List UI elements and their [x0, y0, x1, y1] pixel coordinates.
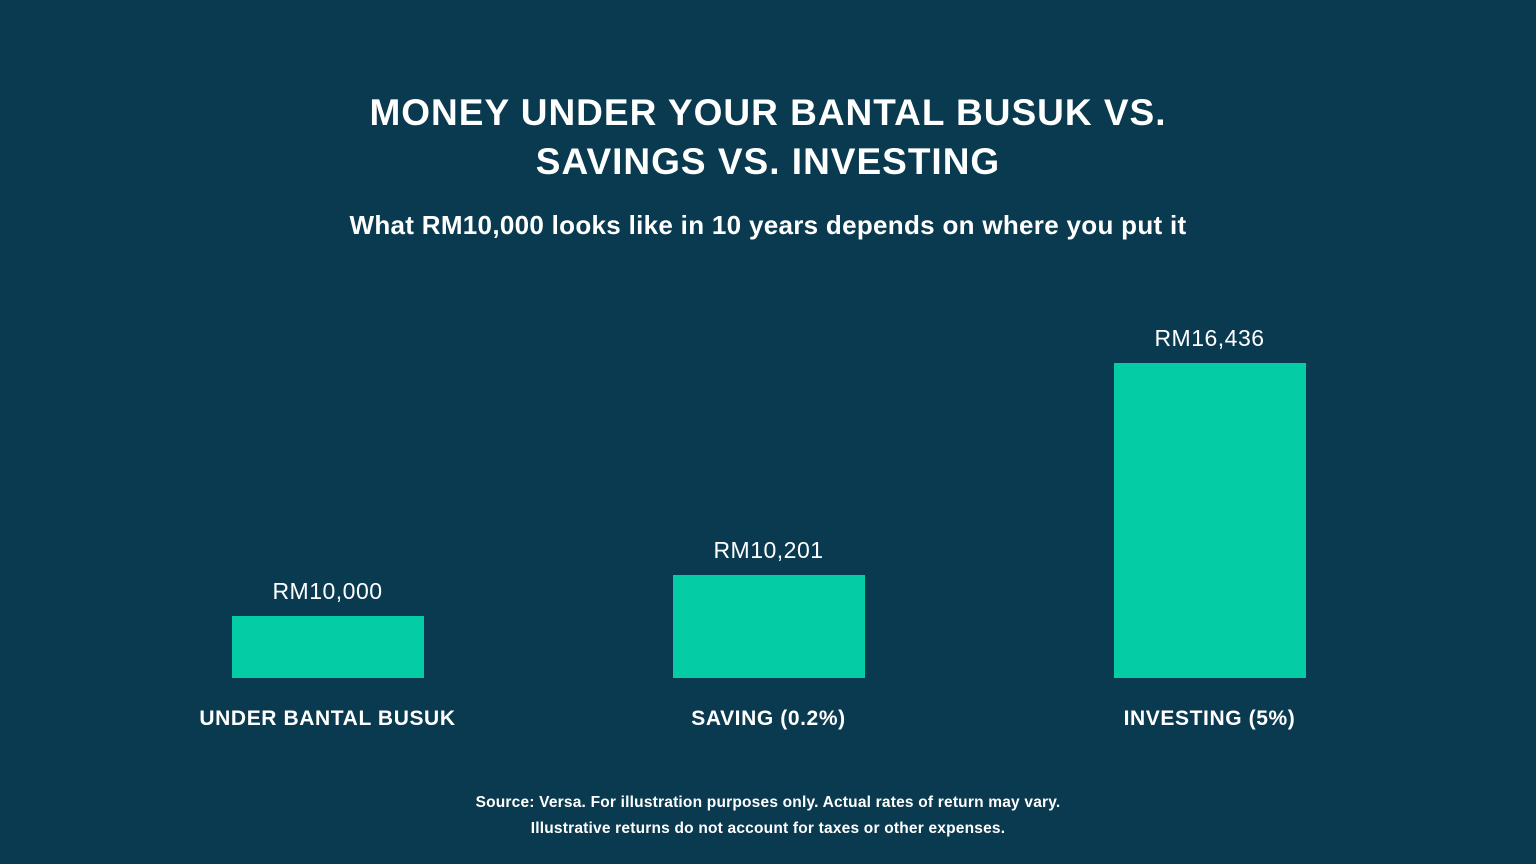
- category-label-under-bantal-busuk: UNDER BANTAL BUSUK: [199, 707, 456, 730]
- bar-group-under-bantal-busuk: RM10,000: [107, 280, 548, 678]
- bar-investing: [1113, 363, 1306, 678]
- category-label-saving: SAVING (0.2%): [691, 707, 846, 730]
- bar-under-bantal-busuk: [231, 616, 424, 678]
- disclaimer-line-1: Source: Versa. For illustration purposes…: [475, 794, 1061, 811]
- chart-header: MONEY UNDER YOUR BANTAL BUSUK VS. SAVING…: [0, 88, 1536, 241]
- bar-value-label: RM10,000: [272, 578, 383, 604]
- bar-group-investing: RM16,436: [989, 280, 1430, 678]
- category-label-investing: INVESTING (5%): [1123, 707, 1296, 730]
- category-axis: UNDER BANTAL BUSUK SAVING (0.2%) INVESTI…: [107, 707, 1430, 731]
- bar-value-label: RM16,436: [1154, 325, 1265, 351]
- bar-chart: RM10,000 RM10,201 RM16,436: [107, 280, 1430, 678]
- chart-title-line-1: MONEY UNDER YOUR BANTAL BUSUK VS.: [369, 92, 1167, 133]
- bar-saving: [672, 575, 865, 678]
- disclaimer-line-2: Illustrative returns do not account for …: [530, 820, 1006, 837]
- chart-title: MONEY UNDER YOUR BANTAL BUSUK VS. SAVING…: [0, 88, 1536, 186]
- bar-value-label: RM10,201: [713, 537, 824, 563]
- source-disclaimer: Source: Versa. For illustration purposes…: [0, 790, 1536, 842]
- chart-subtitle: What RM10,000 looks like in 10 years dep…: [349, 210, 1187, 240]
- bar-group-saving: RM10,201: [548, 280, 989, 678]
- chart-title-line-2: SAVINGS VS. INVESTING: [535, 141, 1001, 182]
